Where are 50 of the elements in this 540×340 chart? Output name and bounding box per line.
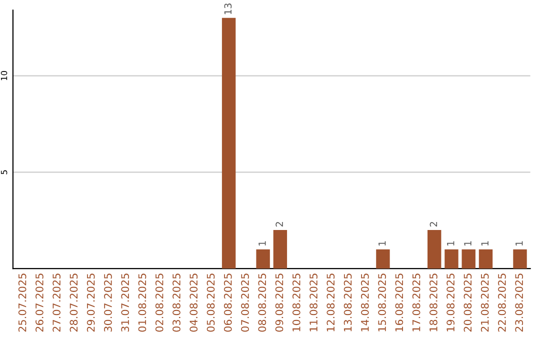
x-tick-label: 26.07.2025 (36, 274, 44, 332)
x-tick-label: 19.08.2025 (446, 274, 455, 332)
bar (462, 249, 476, 269)
x-tick-label: 07.08.2025 (241, 274, 249, 332)
x-tick-label: 01.08.2025 (138, 274, 146, 332)
x-tick-label: 16.08.2025 (395, 274, 404, 332)
y-tick-label: 10 (0, 71, 8, 80)
x-tick-label: 08.08.2025 (258, 274, 266, 332)
x-tick-label: 10.08.2025 (292, 274, 300, 332)
x-tick-label: 13.08.2025 (344, 274, 352, 332)
x-tick-label: 23.08.2025 (515, 274, 524, 332)
x-tick-label: 29.07.2025 (86, 274, 95, 332)
x-tick-label: 04.08.2025 (190, 274, 198, 332)
data-label: 1 (378, 241, 386, 246)
x-tick-label: 25.07.2025 (18, 274, 26, 332)
data-label: 13 (224, 4, 232, 14)
x-tick-label: 05.08.2025 (206, 274, 215, 332)
x-tick-label: 20.08.2025 (464, 274, 472, 332)
data-label: 2 (430, 222, 438, 227)
x-tick-label: 30.07.2025 (104, 274, 112, 332)
bar (428, 230, 442, 269)
x-tick-label: 12.08.2025 (326, 274, 335, 332)
bar (256, 249, 270, 269)
x-tick-label: 28.07.2025 (70, 274, 78, 332)
data-label: 1 (447, 241, 454, 246)
data-label: 1 (258, 241, 266, 246)
x-tick-label: 31.07.2025 (121, 274, 130, 332)
x-tick-label: 09.08.2025 (275, 274, 284, 332)
data-label: 2 (276, 222, 283, 227)
bar (513, 249, 527, 269)
x-tick-label: 14.08.2025 (360, 274, 369, 332)
x-tick-label: 18.08.2025 (429, 274, 438, 332)
bar (222, 18, 236, 269)
y-tick-label: 5 (0, 170, 8, 174)
bar (444, 249, 458, 269)
x-tick-label: 27.07.2025 (52, 274, 61, 332)
data-label: 1 (464, 241, 472, 246)
x-tick-label: 15.08.2025 (378, 274, 386, 332)
bar (376, 249, 390, 269)
bar (273, 230, 288, 269)
x-tick-label: 06.08.2025 (224, 274, 232, 332)
x-tick-label: 21.08.2025 (480, 274, 489, 332)
data-label: 1 (481, 241, 488, 246)
bar (478, 249, 493, 269)
x-tick-label: 02.08.2025 (155, 274, 164, 332)
x-tick-label: 11.08.2025 (310, 274, 318, 332)
data-label: 1 (516, 241, 523, 246)
x-tick-label: 17.08.2025 (412, 274, 420, 332)
x-tick-label: 22.08.2025 (498, 274, 506, 332)
x-tick-label: 03.08.2025 (172, 274, 180, 332)
